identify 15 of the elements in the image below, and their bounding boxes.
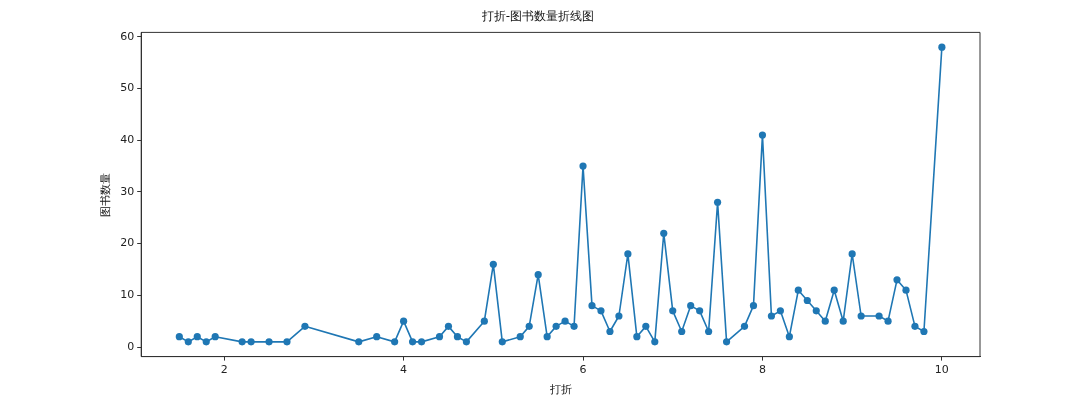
y-tick-label: 40 — [120, 133, 135, 147]
y-tick-label: 50 — [120, 81, 135, 95]
x-tick-label: 6 — [579, 363, 587, 377]
y-tick-label: 60 — [120, 29, 135, 43]
x-tick-label: 4 — [400, 363, 408, 377]
x-tick-label: 8 — [758, 363, 766, 377]
y-tick-label: 0 — [127, 339, 135, 353]
y-tick-label: 10 — [120, 288, 135, 302]
x-tick-label: 2 — [220, 363, 228, 377]
y-axis-title: 图书数量 — [99, 172, 113, 217]
x-axis-title: 打折 — [548, 383, 572, 397]
y-tick-label: 20 — [120, 236, 135, 250]
chart-title: 打折-图书数量折线图 — [480, 9, 595, 24]
y-tick-label: 30 — [120, 184, 135, 198]
x-tick-label: 10 — [934, 363, 949, 377]
